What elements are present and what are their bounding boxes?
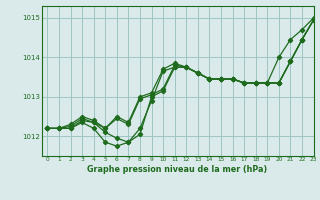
X-axis label: Graphe pression niveau de la mer (hPa): Graphe pression niveau de la mer (hPa) — [87, 165, 268, 174]
